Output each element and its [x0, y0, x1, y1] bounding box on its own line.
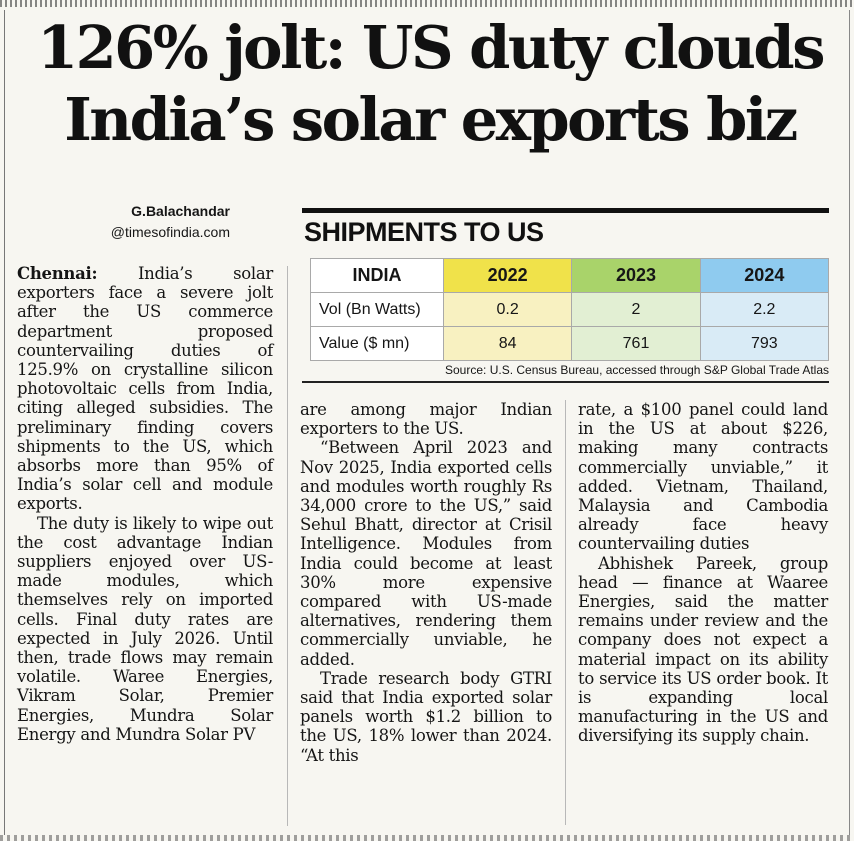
article-paragraph: The duty is likely to wipe out the cost … — [17, 513, 273, 744]
article-paragraph: Chennai: India’s solar exporters face a … — [17, 264, 273, 514]
page-left-border — [4, 10, 5, 835]
cell-value-2023: 761 — [571, 326, 701, 361]
byline-handle: @timesofindia.com — [110, 224, 230, 240]
article-paragraph: Abhishek Pareek, group head — finance at… — [578, 553, 828, 746]
table-header-india: INDIA — [310, 258, 444, 293]
cell-volume-2022: 0.2 — [442, 292, 573, 327]
cell-value-2024: 793 — [699, 326, 830, 361]
paragraph-text: India’s solar exporters face a severe jo… — [17, 264, 273, 514]
byline: G.Balachandar @timesofindia.com — [50, 201, 230, 243]
chart-top-rule — [302, 208, 829, 213]
table-row: Value ($ mn) 84 761 793 — [310, 326, 830, 361]
shipments-table: INDIA 2022 2023 2024 Vol (Bn Watts) 0.2 … — [310, 258, 830, 361]
table-header-2024: 2024 — [699, 258, 830, 293]
table-header-2023: 2023 — [571, 258, 701, 293]
article-paragraph: are among major Indian exporters to the … — [300, 400, 552, 439]
cell-volume-2023: 2 — [571, 292, 701, 327]
byline-author: G.Balachandar — [131, 203, 230, 219]
headline-line-1: 126% jolt: US duty clouds — [37, 13, 825, 82]
page-bottom-edge — [0, 835, 854, 841]
chart-title: SHIPMENTS TO US — [304, 217, 544, 247]
article-column-2: are among major Indian exporters to the … — [300, 400, 552, 765]
headline-line-2: India’s solar exports biz — [64, 85, 798, 154]
cell-value-2022: 84 — [442, 326, 573, 361]
page-top-edge — [0, 0, 854, 7]
cell-volume-2024: 2.2 — [699, 292, 830, 327]
article-column-3: rate, a $100 panel could land in the US … — [578, 400, 828, 746]
chart-source: Source: U.S. Census Bureau, accessed thr… — [445, 363, 829, 377]
row-label-value: Value ($ mn) — [310, 326, 444, 361]
table-header-2022: 2022 — [442, 258, 573, 293]
row-label-volume: Vol (Bn Watts) — [310, 292, 444, 327]
column-divider — [287, 266, 288, 826]
article-paragraph: rate, a $100 panel could land in the US … — [578, 400, 828, 554]
table-row: Vol (Bn Watts) 0.2 2 2.2 — [310, 292, 830, 327]
article-paragraph: Trade research body GTRI said that India… — [300, 668, 552, 765]
chart-bottom-rule — [302, 381, 829, 383]
page-right-border — [849, 10, 850, 835]
dateline: Chennai: — [17, 264, 98, 283]
article-column-1: Chennai: India’s solar exporters face a … — [17, 264, 273, 744]
headline: 126% jolt: US duty clouds India’s solar … — [20, 12, 840, 156]
article-paragraph: “Between April 2023 and Nov 2025, India … — [300, 438, 552, 669]
column-divider — [565, 400, 566, 825]
table-header-row: INDIA 2022 2023 2024 — [310, 258, 830, 293]
